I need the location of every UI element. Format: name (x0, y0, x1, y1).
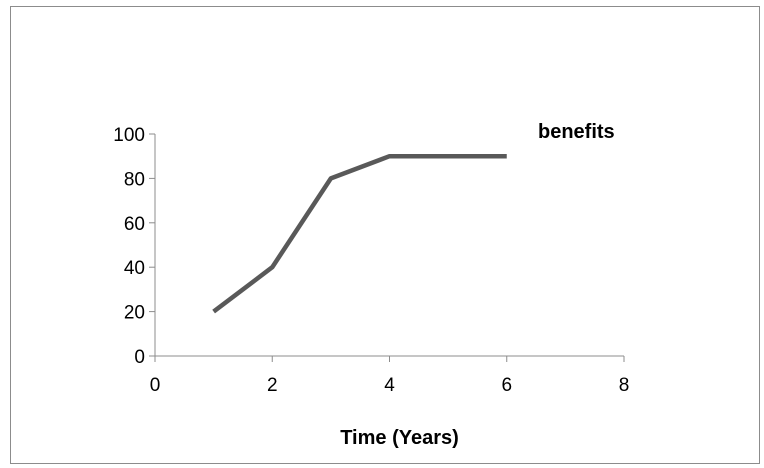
x-axis: 0 2 4 6 8 (150, 355, 630, 396)
x-tick-label: 8 (619, 375, 630, 396)
legend-entry-benefits: benefits (538, 121, 615, 143)
y-tick-label: 100 (113, 125, 145, 146)
x-tick-label: 6 (501, 375, 512, 396)
x-tick-label: 0 (150, 375, 161, 396)
y-tick-label: 40 (124, 258, 145, 279)
x-tick-label: 4 (384, 375, 395, 396)
x-axis-title: Time (Years) (340, 427, 459, 449)
chart-frame (10, 6, 760, 464)
series-line-benefits (212, 153, 507, 314)
y-tick-label: 0 (134, 347, 145, 368)
y-axis: 0 20 40 60 80 100 (113, 125, 156, 368)
y-tick-label: 80 (124, 169, 145, 190)
y-tick-label: 20 (124, 303, 145, 324)
y-tick-label: 60 (124, 214, 145, 235)
series-layer (212, 153, 507, 314)
x-tick-label: 2 (267, 375, 278, 396)
